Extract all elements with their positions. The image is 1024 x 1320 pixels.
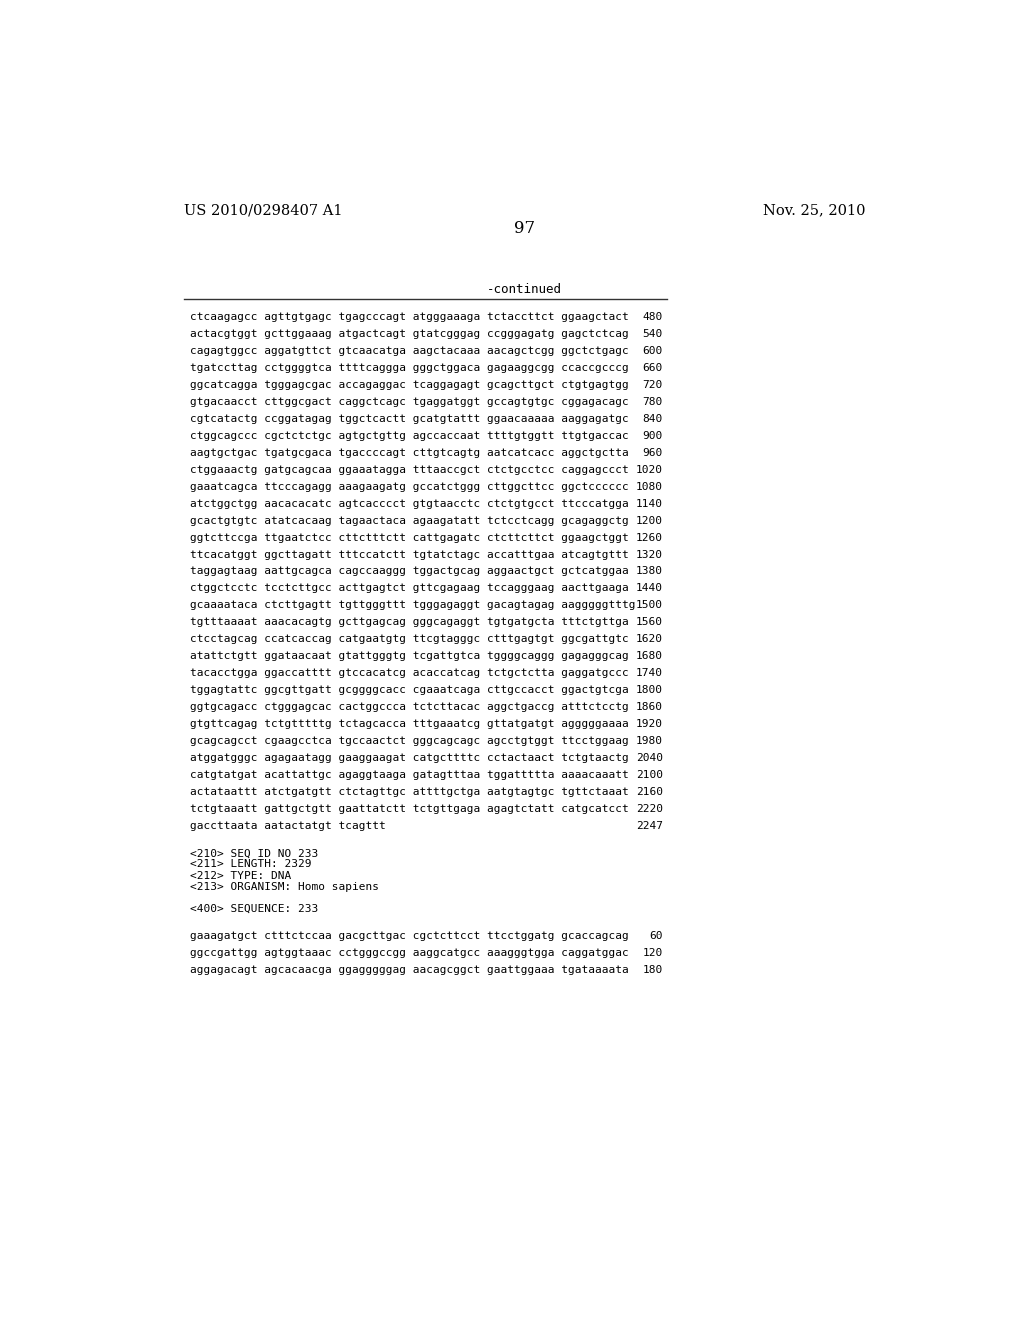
Text: 780: 780 bbox=[642, 397, 663, 407]
Text: atctggctgg aacacacatc agtcacccct gtgtaacctc ctctgtgcct ttcccatgga: atctggctgg aacacacatc agtcacccct gtgtaac… bbox=[190, 499, 629, 508]
Text: ctggcagccc cgctctctgc agtgctgttg agccaccaat ttttgtggtt ttgtgaccac: ctggcagccc cgctctctgc agtgctgttg agccacc… bbox=[190, 430, 629, 441]
Text: <212> TYPE: DNA: <212> TYPE: DNA bbox=[190, 871, 291, 880]
Text: 60: 60 bbox=[649, 931, 663, 941]
Text: 1140: 1140 bbox=[636, 499, 663, 508]
Text: 1080: 1080 bbox=[636, 482, 663, 492]
Text: ctggctcctc tcctcttgcc acttgagtct gttcgagaag tccagggaag aacttgaaga: ctggctcctc tcctcttgcc acttgagtct gttcgag… bbox=[190, 583, 629, 594]
Text: 1740: 1740 bbox=[636, 668, 663, 678]
Text: aggagacagt agcacaacga ggagggggag aacagcggct gaattggaaa tgataaaata: aggagacagt agcacaacga ggagggggag aacagcg… bbox=[190, 965, 629, 975]
Text: 480: 480 bbox=[642, 313, 663, 322]
Text: 960: 960 bbox=[642, 447, 663, 458]
Text: tgatccttag cctggggtca ttttcaggga gggctggaca gagaaggcgg ccaccgcccg: tgatccttag cctggggtca ttttcaggga gggctgg… bbox=[190, 363, 629, 374]
Text: gcactgtgtc atatcacaag tagaactaca agaagatatt tctcctcagg gcagaggctg: gcactgtgtc atatcacaag tagaactaca agaagat… bbox=[190, 516, 629, 525]
Text: 2100: 2100 bbox=[636, 770, 663, 780]
Text: ctcaagagcc agttgtgagc tgagcccagt atgggaaaga tctaccttct ggaagctact: ctcaagagcc agttgtgagc tgagcccagt atgggaa… bbox=[190, 313, 629, 322]
Text: tacacctgga ggaccatttt gtccacatcg acaccatcag tctgctctta gaggatgccc: tacacctgga ggaccatttt gtccacatcg acaccat… bbox=[190, 668, 629, 678]
Text: ctcctagcag ccatcaccag catgaatgtg ttcgtagggc ctttgagtgt ggcgattgtc: ctcctagcag ccatcaccag catgaatgtg ttcgtag… bbox=[190, 635, 629, 644]
Text: 1980: 1980 bbox=[636, 737, 663, 746]
Text: aagtgctgac tgatgcgaca tgaccccagt cttgtcagtg aatcatcacc aggctgctta: aagtgctgac tgatgcgaca tgaccccagt cttgtca… bbox=[190, 447, 629, 458]
Text: gaaagatgct ctttctccaa gacgcttgac cgctcttcct ttcctggatg gcaccagcag: gaaagatgct ctttctccaa gacgcttgac cgctctt… bbox=[190, 931, 629, 941]
Text: ctggaaactg gatgcagcaa ggaaatagga tttaaccgct ctctgcctcc caggagccct: ctggaaactg gatgcagcaa ggaaatagga tttaacc… bbox=[190, 465, 629, 475]
Text: 1620: 1620 bbox=[636, 635, 663, 644]
Text: tggagtattc ggcgttgatt gcggggcacc cgaaatcaga cttgccacct ggactgtcga: tggagtattc ggcgttgatt gcggggcacc cgaaatc… bbox=[190, 685, 629, 696]
Text: atggatgggc agagaatagg gaaggaagat catgcttttc cctactaact tctgtaactg: atggatgggc agagaatagg gaaggaagat catgctt… bbox=[190, 752, 629, 763]
Text: -continued: -continued bbox=[487, 284, 562, 296]
Text: 1500: 1500 bbox=[636, 601, 663, 610]
Text: gcagcagcct cgaagcctca tgccaactct gggcagcagc agcctgtggt ttcctggaag: gcagcagcct cgaagcctca tgccaactct gggcagc… bbox=[190, 737, 629, 746]
Text: 1680: 1680 bbox=[636, 651, 663, 661]
Text: 600: 600 bbox=[642, 346, 663, 356]
Text: gtgttcagag tctgtttttg tctagcacca tttgaaatcg gttatgatgt agggggaaaa: gtgttcagag tctgtttttg tctagcacca tttgaaa… bbox=[190, 719, 629, 729]
Text: 1260: 1260 bbox=[636, 533, 663, 543]
Text: US 2010/0298407 A1: US 2010/0298407 A1 bbox=[183, 203, 342, 216]
Text: catgtatgat acattattgc agaggtaaga gatagtttaa tggattttta aaaacaaatt: catgtatgat acattattgc agaggtaaga gatagtt… bbox=[190, 770, 629, 780]
Text: ggccgattgg agtggtaaac cctgggccgg aaggcatgcc aaagggtgga caggatggac: ggccgattgg agtggtaaac cctgggccgg aaggcat… bbox=[190, 948, 629, 958]
Text: <213> ORGANISM: Homo sapiens: <213> ORGANISM: Homo sapiens bbox=[190, 882, 379, 892]
Text: <400> SEQUENCE: 233: <400> SEQUENCE: 233 bbox=[190, 904, 318, 915]
Text: 660: 660 bbox=[642, 363, 663, 374]
Text: cagagtggcc aggatgttct gtcaacatga aagctacaaa aacagctcgg ggctctgagc: cagagtggcc aggatgttct gtcaacatga aagctac… bbox=[190, 346, 629, 356]
Text: ttcacatggt ggcttagatt tttccatctt tgtatctagc accatttgaa atcagtgttt: ttcacatggt ggcttagatt tttccatctt tgtatct… bbox=[190, 549, 629, 560]
Text: 1380: 1380 bbox=[636, 566, 663, 577]
Text: cgtcatactg ccggatagag tggctcactt gcatgtattt ggaacaaaaa aaggagatgc: cgtcatactg ccggatagag tggctcactt gcatgta… bbox=[190, 414, 629, 424]
Text: 1860: 1860 bbox=[636, 702, 663, 711]
Text: actataattt atctgatgtt ctctagttgc attttgctga aatgtagtgc tgttctaaat: actataattt atctgatgtt ctctagttgc attttgc… bbox=[190, 787, 629, 797]
Text: taggagtaag aattgcagca cagccaaggg tggactgcag aggaactgct gctcatggaa: taggagtaag aattgcagca cagccaaggg tggactg… bbox=[190, 566, 629, 577]
Text: 1320: 1320 bbox=[636, 549, 663, 560]
Text: <210> SEQ ID NO 233: <210> SEQ ID NO 233 bbox=[190, 849, 318, 858]
Text: 2220: 2220 bbox=[636, 804, 663, 813]
Text: 2160: 2160 bbox=[636, 787, 663, 797]
Text: ggtgcagacc ctgggagcac cactggccca tctcttacac aggctgaccg atttctcctg: ggtgcagacc ctgggagcac cactggccca tctctta… bbox=[190, 702, 629, 711]
Text: gtgacaacct cttggcgact caggctcagc tgaggatggt gccagtgtgc cggagacagc: gtgacaacct cttggcgact caggctcagc tgaggat… bbox=[190, 397, 629, 407]
Text: gcaaaataca ctcttgagtt tgttgggttt tgggagaggt gacagtagag aagggggtttg: gcaaaataca ctcttgagtt tgttgggttt tgggaga… bbox=[190, 601, 636, 610]
Text: 120: 120 bbox=[642, 948, 663, 958]
Text: 720: 720 bbox=[642, 380, 663, 391]
Text: 1920: 1920 bbox=[636, 719, 663, 729]
Text: 1020: 1020 bbox=[636, 465, 663, 475]
Text: gaccttaata aatactatgt tcagttt: gaccttaata aatactatgt tcagttt bbox=[190, 821, 386, 830]
Text: 540: 540 bbox=[642, 330, 663, 339]
Text: 900: 900 bbox=[642, 430, 663, 441]
Text: ggtcttccga ttgaatctcc cttctttctt cattgagatc ctcttcttct ggaagctggt: ggtcttccga ttgaatctcc cttctttctt cattgag… bbox=[190, 533, 629, 543]
Text: 840: 840 bbox=[642, 414, 663, 424]
Text: tgtttaaaat aaacacagtg gcttgagcag gggcagaggt tgtgatgcta tttctgttga: tgtttaaaat aaacacagtg gcttgagcag gggcaga… bbox=[190, 618, 629, 627]
Text: 1800: 1800 bbox=[636, 685, 663, 696]
Text: ggcatcagga tgggagcgac accagaggac tcaggagagt gcagcttgct ctgtgagtgg: ggcatcagga tgggagcgac accagaggac tcaggag… bbox=[190, 380, 629, 391]
Text: 2040: 2040 bbox=[636, 752, 663, 763]
Text: 180: 180 bbox=[642, 965, 663, 975]
Text: <211> LENGTH: 2329: <211> LENGTH: 2329 bbox=[190, 859, 311, 870]
Text: gaaatcagca ttcccagagg aaagaagatg gccatctggg cttggcttcc ggctcccccc: gaaatcagca ttcccagagg aaagaagatg gccatct… bbox=[190, 482, 629, 492]
Text: 1440: 1440 bbox=[636, 583, 663, 594]
Text: Nov. 25, 2010: Nov. 25, 2010 bbox=[763, 203, 866, 216]
Text: 1560: 1560 bbox=[636, 618, 663, 627]
Text: 1200: 1200 bbox=[636, 516, 663, 525]
Text: tctgtaaatt gattgctgtt gaattatctt tctgttgaga agagtctatt catgcatcct: tctgtaaatt gattgctgtt gaattatctt tctgttg… bbox=[190, 804, 629, 813]
Text: 2247: 2247 bbox=[636, 821, 663, 830]
Text: atattctgtt ggataacaat gtattgggtg tcgattgtca tggggcaggg gagagggcag: atattctgtt ggataacaat gtattgggtg tcgattg… bbox=[190, 651, 629, 661]
Text: 97: 97 bbox=[514, 220, 536, 238]
Text: actacgtggt gcttggaaag atgactcagt gtatcgggag ccgggagatg gagctctcag: actacgtggt gcttggaaag atgactcagt gtatcgg… bbox=[190, 330, 629, 339]
